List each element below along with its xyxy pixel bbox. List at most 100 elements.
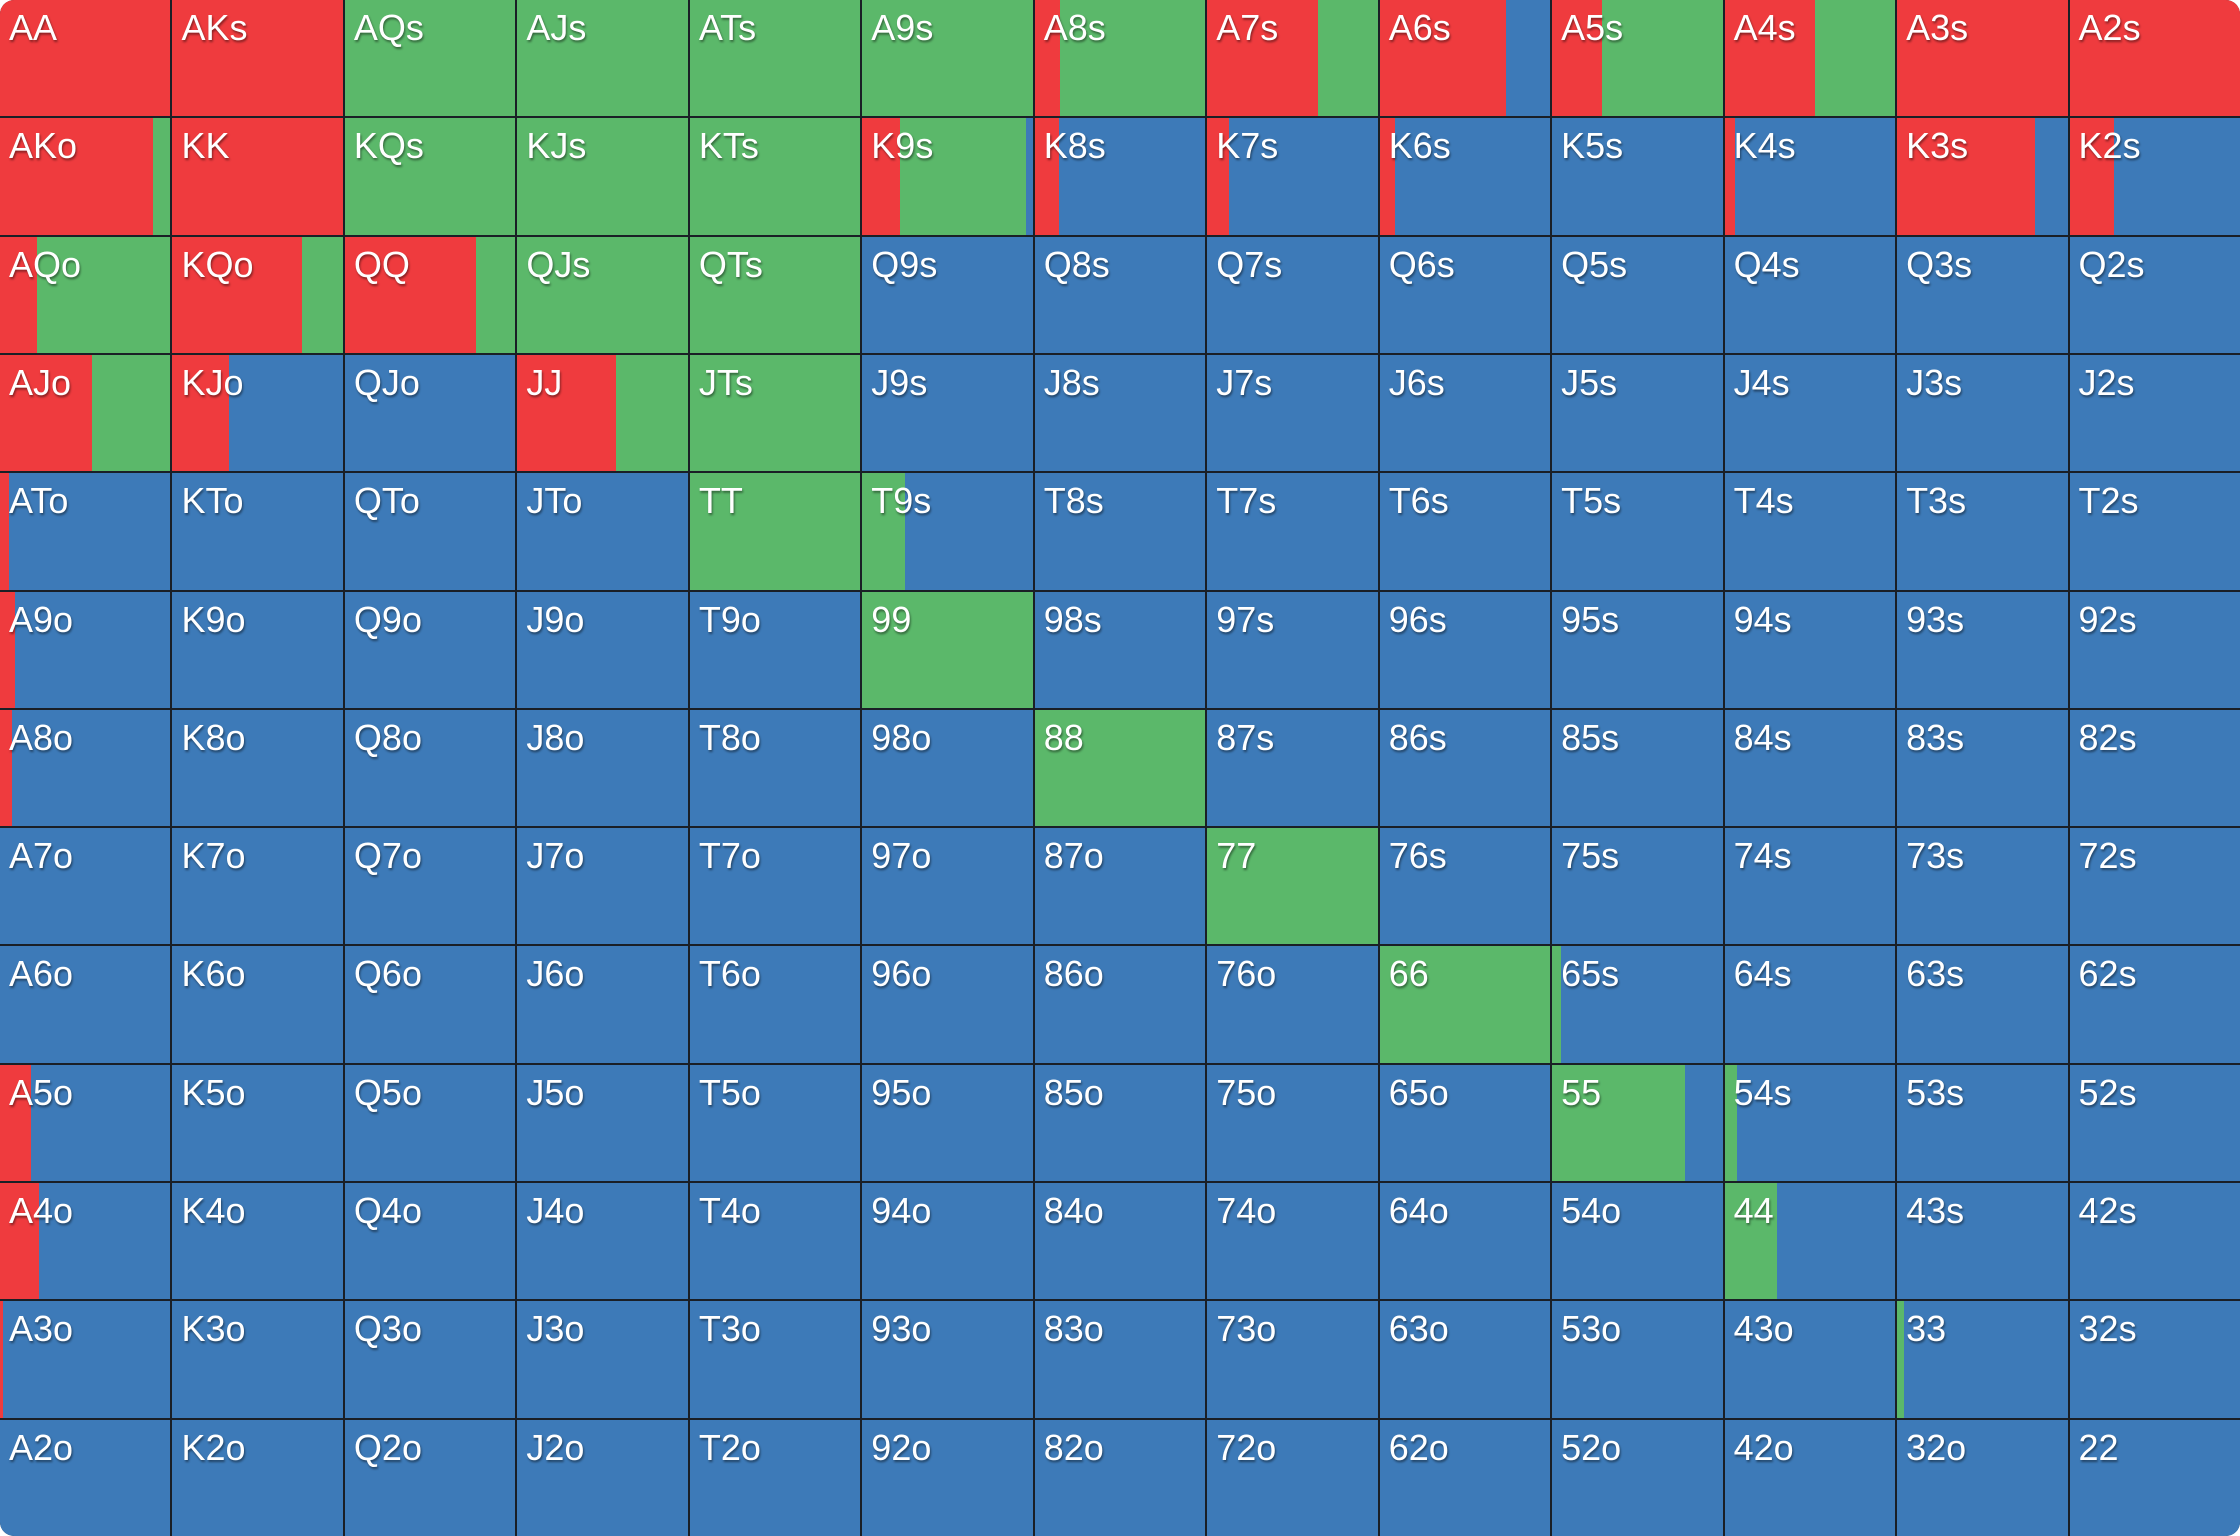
hand-cell[interactable]: 83s — [1897, 709, 2068, 827]
hand-cell[interactable]: KQo — [172, 236, 343, 353]
hand-cell[interactable]: Q6s — [1379, 236, 1551, 353]
hand-cell[interactable]: J3o — [517, 1301, 688, 1418]
hand-cell[interactable]: K4s — [1724, 118, 1896, 235]
hand-cell[interactable]: T3s — [1897, 473, 2068, 590]
hand-cell[interactable]: K2s — [2069, 118, 2240, 235]
hand-cell[interactable]: A5o — [0, 1064, 171, 1182]
hand-cell[interactable]: Q3s — [1897, 236, 2068, 353]
hand-cell[interactable]: KQs — [344, 118, 516, 235]
hand-cell[interactable]: Q3o — [344, 1301, 516, 1418]
hand-cell[interactable]: AKo — [0, 118, 171, 235]
hand-cell[interactable]: K6s — [1379, 118, 1551, 235]
hand-cell[interactable]: J4s — [1724, 354, 1896, 472]
hand-cell[interactable]: TT — [689, 473, 861, 590]
hand-cell[interactable]: 92s — [2069, 591, 2240, 708]
hand-cell[interactable]: 62s — [2069, 946, 2240, 1063]
hand-cell[interactable]: Q6o — [344, 946, 516, 1063]
hand-cell[interactable]: K4o — [172, 1183, 343, 1300]
hand-cell[interactable]: A4o — [0, 1183, 171, 1300]
hand-cell[interactable]: A6o — [0, 946, 171, 1063]
hand-cell[interactable]: J6s — [1379, 354, 1551, 472]
hand-cell[interactable]: J4o — [517, 1183, 688, 1300]
hand-cell[interactable]: 22 — [2069, 1419, 2240, 1536]
hand-cell[interactable]: 63o — [1379, 1301, 1551, 1418]
hand-cell[interactable]: QTs — [689, 236, 861, 353]
hand-cell[interactable]: 82o — [1034, 1419, 1206, 1536]
hand-cell[interactable]: 75s — [1552, 828, 1723, 945]
hand-cell[interactable]: A7s — [1207, 0, 1378, 117]
hand-cell[interactable]: 76s — [1379, 828, 1551, 945]
hand-cell[interactable]: Q9s — [862, 236, 1033, 353]
hand-cell[interactable]: 94s — [1724, 591, 1896, 708]
hand-cell[interactable]: 85o — [1034, 1064, 1206, 1182]
hand-cell[interactable]: J9o — [517, 591, 688, 708]
hand-cell[interactable]: 65o — [1379, 1064, 1551, 1182]
hand-cell[interactable]: QQ — [344, 236, 516, 353]
hand-cell[interactable]: 93s — [1897, 591, 2068, 708]
hand-cell[interactable]: KJs — [517, 118, 688, 235]
hand-cell[interactable]: K7o — [172, 828, 343, 945]
hand-cell[interactable]: K5o — [172, 1064, 343, 1182]
hand-cell[interactable]: 42o — [1724, 1419, 1896, 1536]
hand-cell[interactable]: 93o — [862, 1301, 1033, 1418]
hand-cell[interactable]: T2o — [689, 1419, 861, 1536]
hand-cell[interactable]: T7s — [1207, 473, 1378, 590]
hand-cell[interactable]: 64s — [1724, 946, 1896, 1063]
hand-cell[interactable]: T4s — [1724, 473, 1896, 590]
hand-cell[interactable]: Q5s — [1552, 236, 1723, 353]
hand-cell[interactable]: 83o — [1034, 1301, 1206, 1418]
hand-cell[interactable]: J8o — [517, 709, 688, 827]
hand-cell[interactable]: J8s — [1034, 354, 1206, 472]
hand-cell[interactable]: Q4o — [344, 1183, 516, 1300]
hand-cell[interactable]: 53o — [1552, 1301, 1723, 1418]
hand-cell[interactable]: AA — [0, 0, 171, 117]
hand-cell[interactable]: 86s — [1379, 709, 1551, 827]
hand-cell[interactable]: J7s — [1207, 354, 1378, 472]
hand-cell[interactable]: 75o — [1207, 1064, 1378, 1182]
hand-cell[interactable]: 86o — [1034, 946, 1206, 1063]
hand-cell[interactable]: T6s — [1379, 473, 1551, 590]
hand-cell[interactable]: 84o — [1034, 1183, 1206, 1300]
hand-cell[interactable]: K5s — [1552, 118, 1723, 235]
hand-cell[interactable]: 73o — [1207, 1301, 1378, 1418]
hand-cell[interactable]: K8o — [172, 709, 343, 827]
hand-cell[interactable]: 76o — [1207, 946, 1378, 1063]
hand-cell[interactable]: 42s — [2069, 1183, 2240, 1300]
hand-cell[interactable]: 94o — [862, 1183, 1033, 1300]
hand-cell[interactable]: 95o — [862, 1064, 1033, 1182]
hand-cell[interactable]: 97o — [862, 828, 1033, 945]
hand-cell[interactable]: 62o — [1379, 1419, 1551, 1536]
hand-cell[interactable]: J5s — [1552, 354, 1723, 472]
hand-cell[interactable]: Q7s — [1207, 236, 1378, 353]
hand-cell[interactable]: Q8o — [344, 709, 516, 827]
hand-cell[interactable]: A2o — [0, 1419, 171, 1536]
hand-cell[interactable]: K3s — [1897, 118, 2068, 235]
hand-cell[interactable]: 66 — [1379, 946, 1551, 1063]
hand-cell[interactable]: 55 — [1552, 1064, 1723, 1182]
hand-cell[interactable]: Q4s — [1724, 236, 1896, 353]
hand-cell[interactable]: AJs — [517, 0, 688, 117]
hand-cell[interactable]: 85s — [1552, 709, 1723, 827]
hand-cell[interactable]: K7s — [1207, 118, 1378, 235]
hand-cell[interactable]: 44 — [1724, 1183, 1896, 1300]
hand-cell[interactable]: KTs — [689, 118, 861, 235]
hand-cell[interactable]: A3o — [0, 1301, 171, 1418]
hand-cell[interactable]: 74s — [1724, 828, 1896, 945]
hand-cell[interactable]: J9s — [862, 354, 1033, 472]
hand-cell[interactable]: A6s — [1379, 0, 1551, 117]
hand-cell[interactable]: 82s — [2069, 709, 2240, 827]
hand-cell[interactable]: 84s — [1724, 709, 1896, 827]
hand-cell[interactable]: 64o — [1379, 1183, 1551, 1300]
hand-cell[interactable]: T6o — [689, 946, 861, 1063]
hand-cell[interactable]: 54o — [1552, 1183, 1723, 1300]
hand-cell[interactable]: AKs — [172, 0, 343, 117]
hand-cell[interactable]: AJo — [0, 354, 171, 472]
hand-cell[interactable]: 72o — [1207, 1419, 1378, 1536]
hand-cell[interactable]: 52o — [1552, 1419, 1723, 1536]
hand-cell[interactable]: AQs — [344, 0, 516, 117]
hand-cell[interactable]: K2o — [172, 1419, 343, 1536]
hand-cell[interactable]: JJ — [517, 354, 688, 472]
hand-cell[interactable]: 96s — [1379, 591, 1551, 708]
hand-cell[interactable]: T5s — [1552, 473, 1723, 590]
hand-cell[interactable]: 63s — [1897, 946, 2068, 1063]
